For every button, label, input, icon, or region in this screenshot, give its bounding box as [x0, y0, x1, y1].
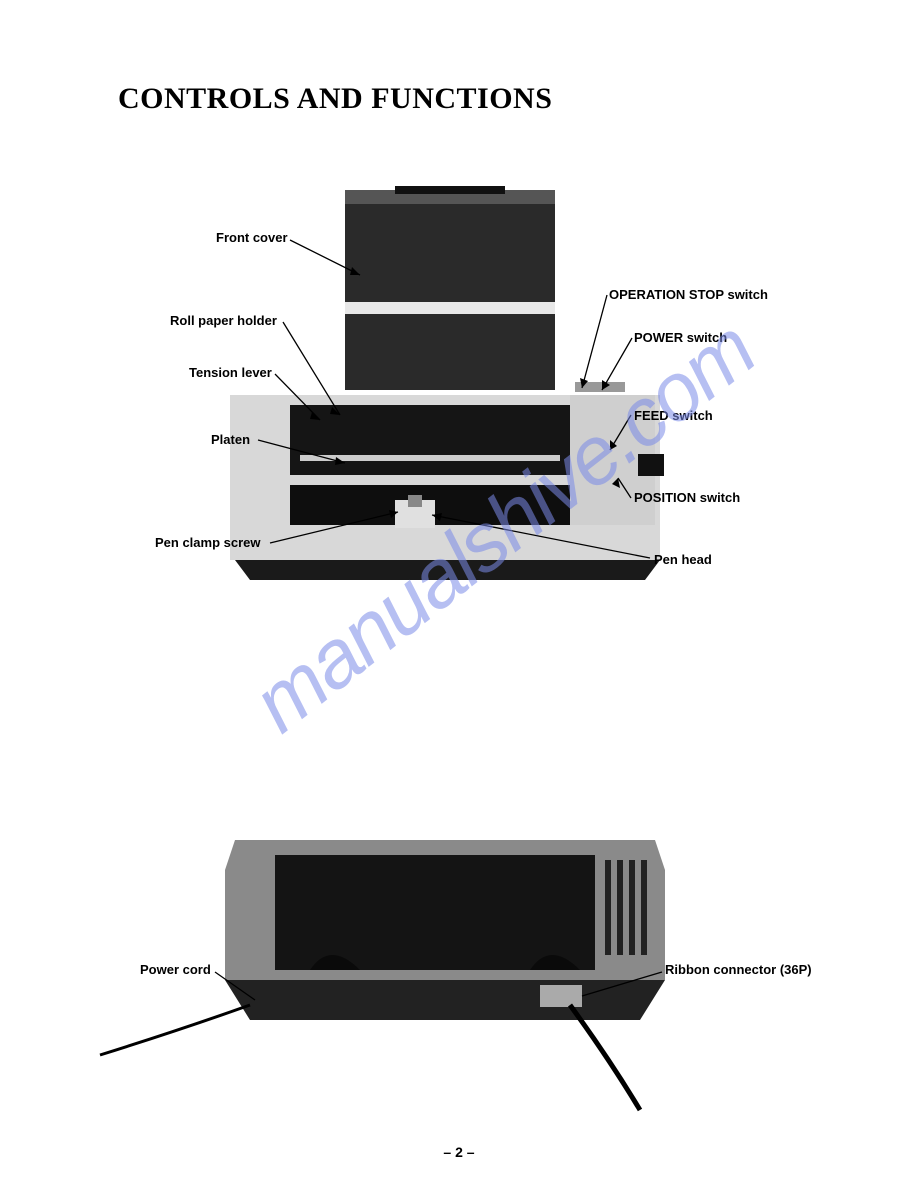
label-roll-paper-holder: Roll paper holder	[170, 313, 277, 328]
label-tension-lever: Tension lever	[189, 365, 272, 380]
label-pen-clamp-screw: Pen clamp screw	[155, 535, 261, 550]
label-power-switch: POWER switch	[634, 330, 727, 345]
diagram-svg	[0, 0, 918, 1188]
label-pen-head: Pen head	[654, 552, 712, 567]
label-front-cover: Front cover	[216, 230, 288, 245]
manual-page: CONTROLS AND FUNCTIONS	[0, 0, 918, 1188]
label-operation-stop: OPERATION STOP switch	[609, 287, 768, 302]
label-platen: Platen	[211, 432, 250, 447]
label-feed-switch: FEED switch	[634, 408, 713, 423]
label-ribbon-connector: Ribbon connector (36P)	[665, 962, 812, 977]
label-power-cord: Power cord	[140, 962, 211, 977]
page-number: – 2 –	[0, 1144, 918, 1160]
label-position-switch: POSITION switch	[634, 490, 740, 505]
